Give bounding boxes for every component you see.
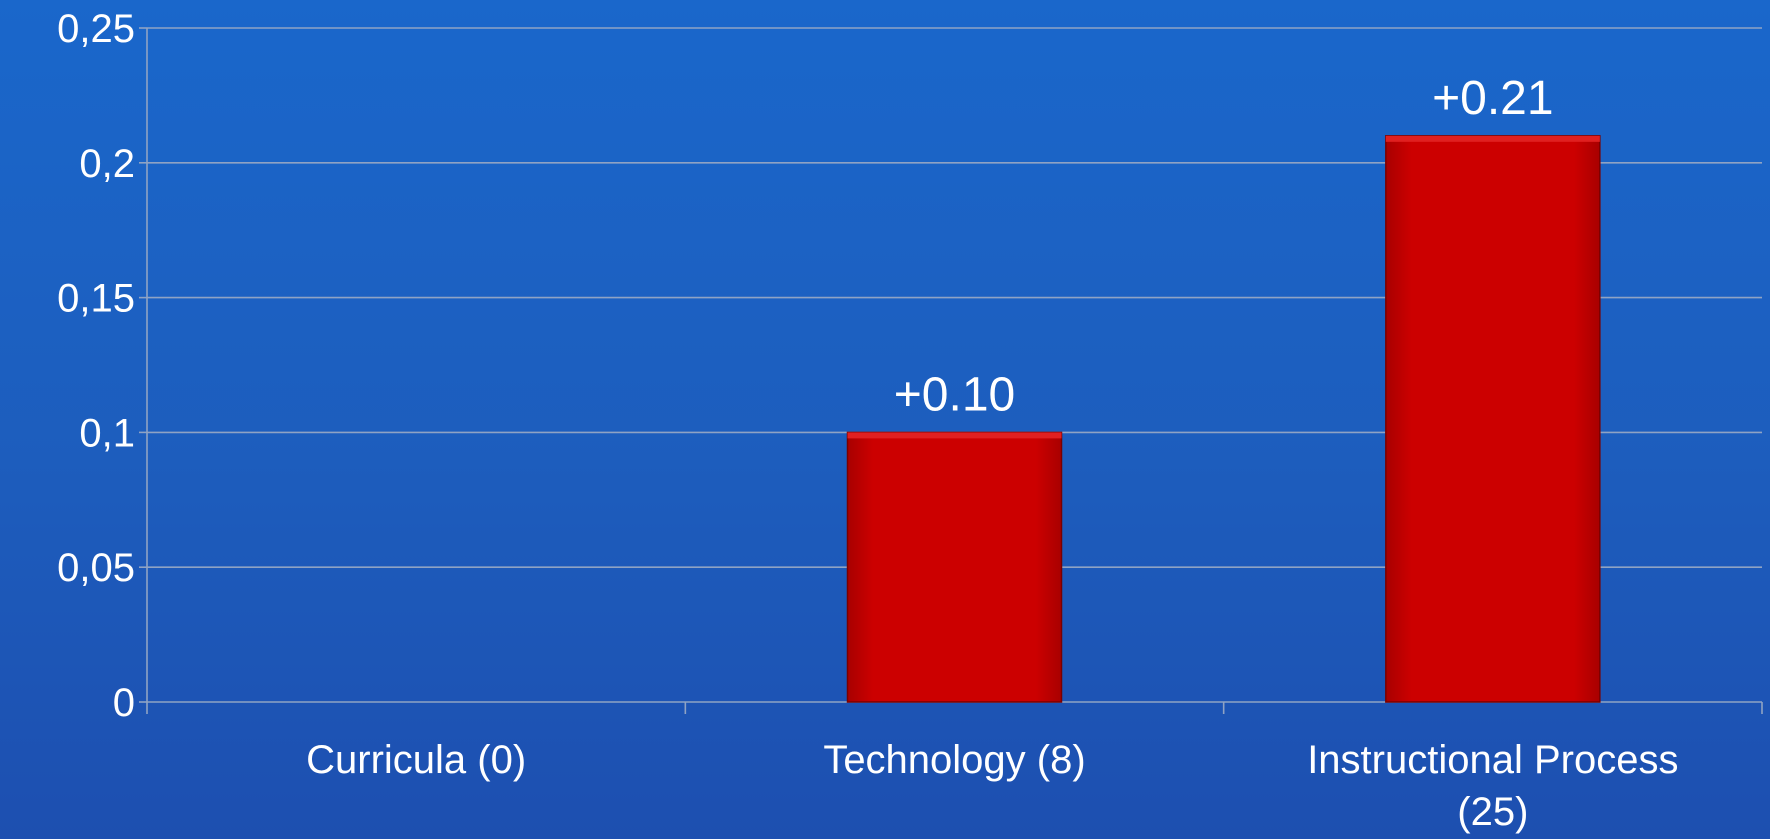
data-labels: +0.10 +0.21	[894, 72, 1554, 422]
y-tick-label: 0,1	[79, 411, 135, 455]
bar	[1385, 135, 1601, 703]
bars	[846, 135, 1601, 703]
y-tick-label: 0	[113, 681, 135, 725]
y-tick-label: 0,25	[57, 7, 135, 51]
bar-top-highlight	[1385, 135, 1600, 142]
category-labels: Curricula (0) Technology (8) Instructional…	[306, 738, 1678, 834]
y-tick-label: 0,15	[57, 277, 135, 321]
x-tick-label: Curricula (0)	[306, 738, 526, 782]
x-tick-label: Instructional Process	[1307, 738, 1678, 782]
x-tick-label: Technology (8)	[823, 738, 1085, 782]
y-tick-label: 0,2	[79, 142, 135, 186]
bar-top-highlight	[847, 432, 1062, 439]
data-label: +0.10	[894, 368, 1015, 421]
data-label: +0.21	[1432, 72, 1553, 125]
y-tick-label: 0,05	[57, 546, 135, 590]
bar	[846, 431, 1063, 703]
x-tick-label: (25)	[1457, 790, 1528, 834]
y-axis-tick-labels: 0 0,05 0,1 0,15 0,2 0,25	[57, 7, 135, 725]
